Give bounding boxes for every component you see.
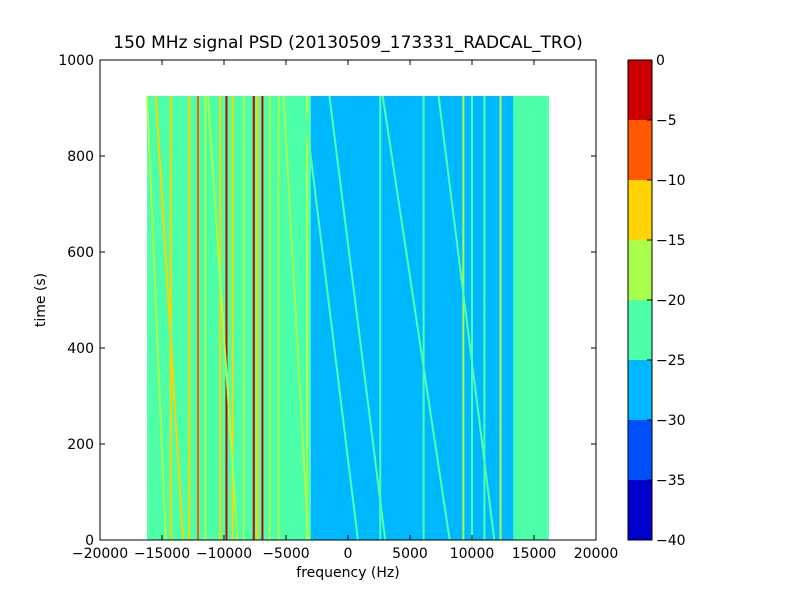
drifting-signal-line-1 [154,95,185,541]
chart-title: 150 MHz signal PSD (20130509_173331_RADC… [113,33,582,53]
x-axis-ticks: −20000 −15000 −10000 −5000 0 5000 10000 15000 20… [72,60,618,562]
colorbar: 0 −5 −10 −15 −20 −25 −30 −35 −40 [627,53,686,549]
colorbar-ticks: 0 −5 −10 −15 −20 −25 −30 −35 −40 [647,53,686,549]
x-tick-label: −20000 [72,546,128,562]
drifting-signal-line-3 [282,95,310,541]
drifting-signal-line-6 [381,95,451,541]
x-tick-label: −15000 [134,546,190,562]
x-tick-label: −10000 [196,546,252,562]
y-tick-label: 400 [67,341,94,357]
heatmap-region-0 [147,96,311,540]
drifting-signal-line-2 [206,95,239,541]
y-tick-label: 800 [67,149,94,165]
colorbar-band-5 [628,180,652,240]
colorbar-tick-label: −20 [656,293,686,309]
colorbar-band-3 [628,300,652,360]
colorbar-band-7 [628,60,652,120]
drifting-signal-line-0 [146,95,167,541]
drifting-signal-line-4 [302,95,359,541]
y-axis-label: time (s) [33,273,49,327]
x-tick-label: 15000 [512,546,557,562]
x-tick-label: 0 [344,546,353,562]
colorbar-bands [628,60,652,540]
colorbar-tick-label: −35 [656,473,686,489]
y-tick-label: 1000 [58,53,94,69]
colorbar-band-2 [628,360,652,420]
y-tick-label: 200 [67,437,94,453]
colorbar-band-0 [628,480,652,540]
colorbar-band-4 [628,240,652,300]
plot-area: −20000 −15000 −10000 −5000 0 5000 10000 15000 20… [58,53,618,562]
x-tick-label: 5000 [392,546,428,562]
drifting-signal-line-8 [514,95,545,541]
psd-heatmap [146,95,549,541]
colorbar-tick-label: −25 [656,353,686,369]
colorbar-tick-label: −10 [656,173,686,189]
y-axis-ticks: 0 200 400 600 800 1000 [58,53,596,549]
colorbar-band-6 [628,120,652,180]
heatmap-region-1 [310,96,516,540]
x-tick-label: 10000 [450,546,495,562]
colorbar-tick-label: −30 [656,413,686,429]
colorbar-tick-label: −40 [656,533,686,549]
drifting-signal-line-7 [437,95,496,541]
y-tick-label: 600 [67,245,94,261]
colorbar-tick-label: 0 [656,53,665,69]
drifting-signal-line-5 [328,95,387,541]
x-tick-label: −5000 [262,546,309,562]
colorbar-tick-label: −5 [656,113,677,129]
colorbar-band-1 [628,420,652,480]
x-axis-label: frequency (Hz) [296,565,399,581]
colorbar-tick-label: −15 [656,233,686,249]
y-tick-label: 0 [85,533,94,549]
x-tick-label: 20000 [574,546,619,562]
